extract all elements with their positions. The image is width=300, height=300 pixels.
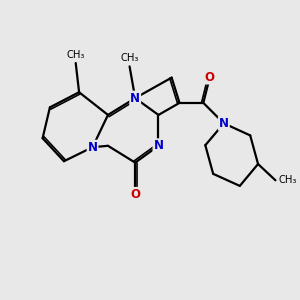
Text: CH₃: CH₃	[279, 175, 297, 185]
Text: O: O	[205, 70, 215, 84]
Text: N: N	[130, 92, 140, 105]
Text: O: O	[130, 188, 140, 201]
Text: CH₃: CH₃	[120, 53, 139, 63]
Text: N: N	[219, 117, 229, 130]
Text: N: N	[154, 139, 164, 152]
Text: CH₃: CH₃	[67, 50, 85, 60]
Text: N: N	[88, 141, 98, 154]
